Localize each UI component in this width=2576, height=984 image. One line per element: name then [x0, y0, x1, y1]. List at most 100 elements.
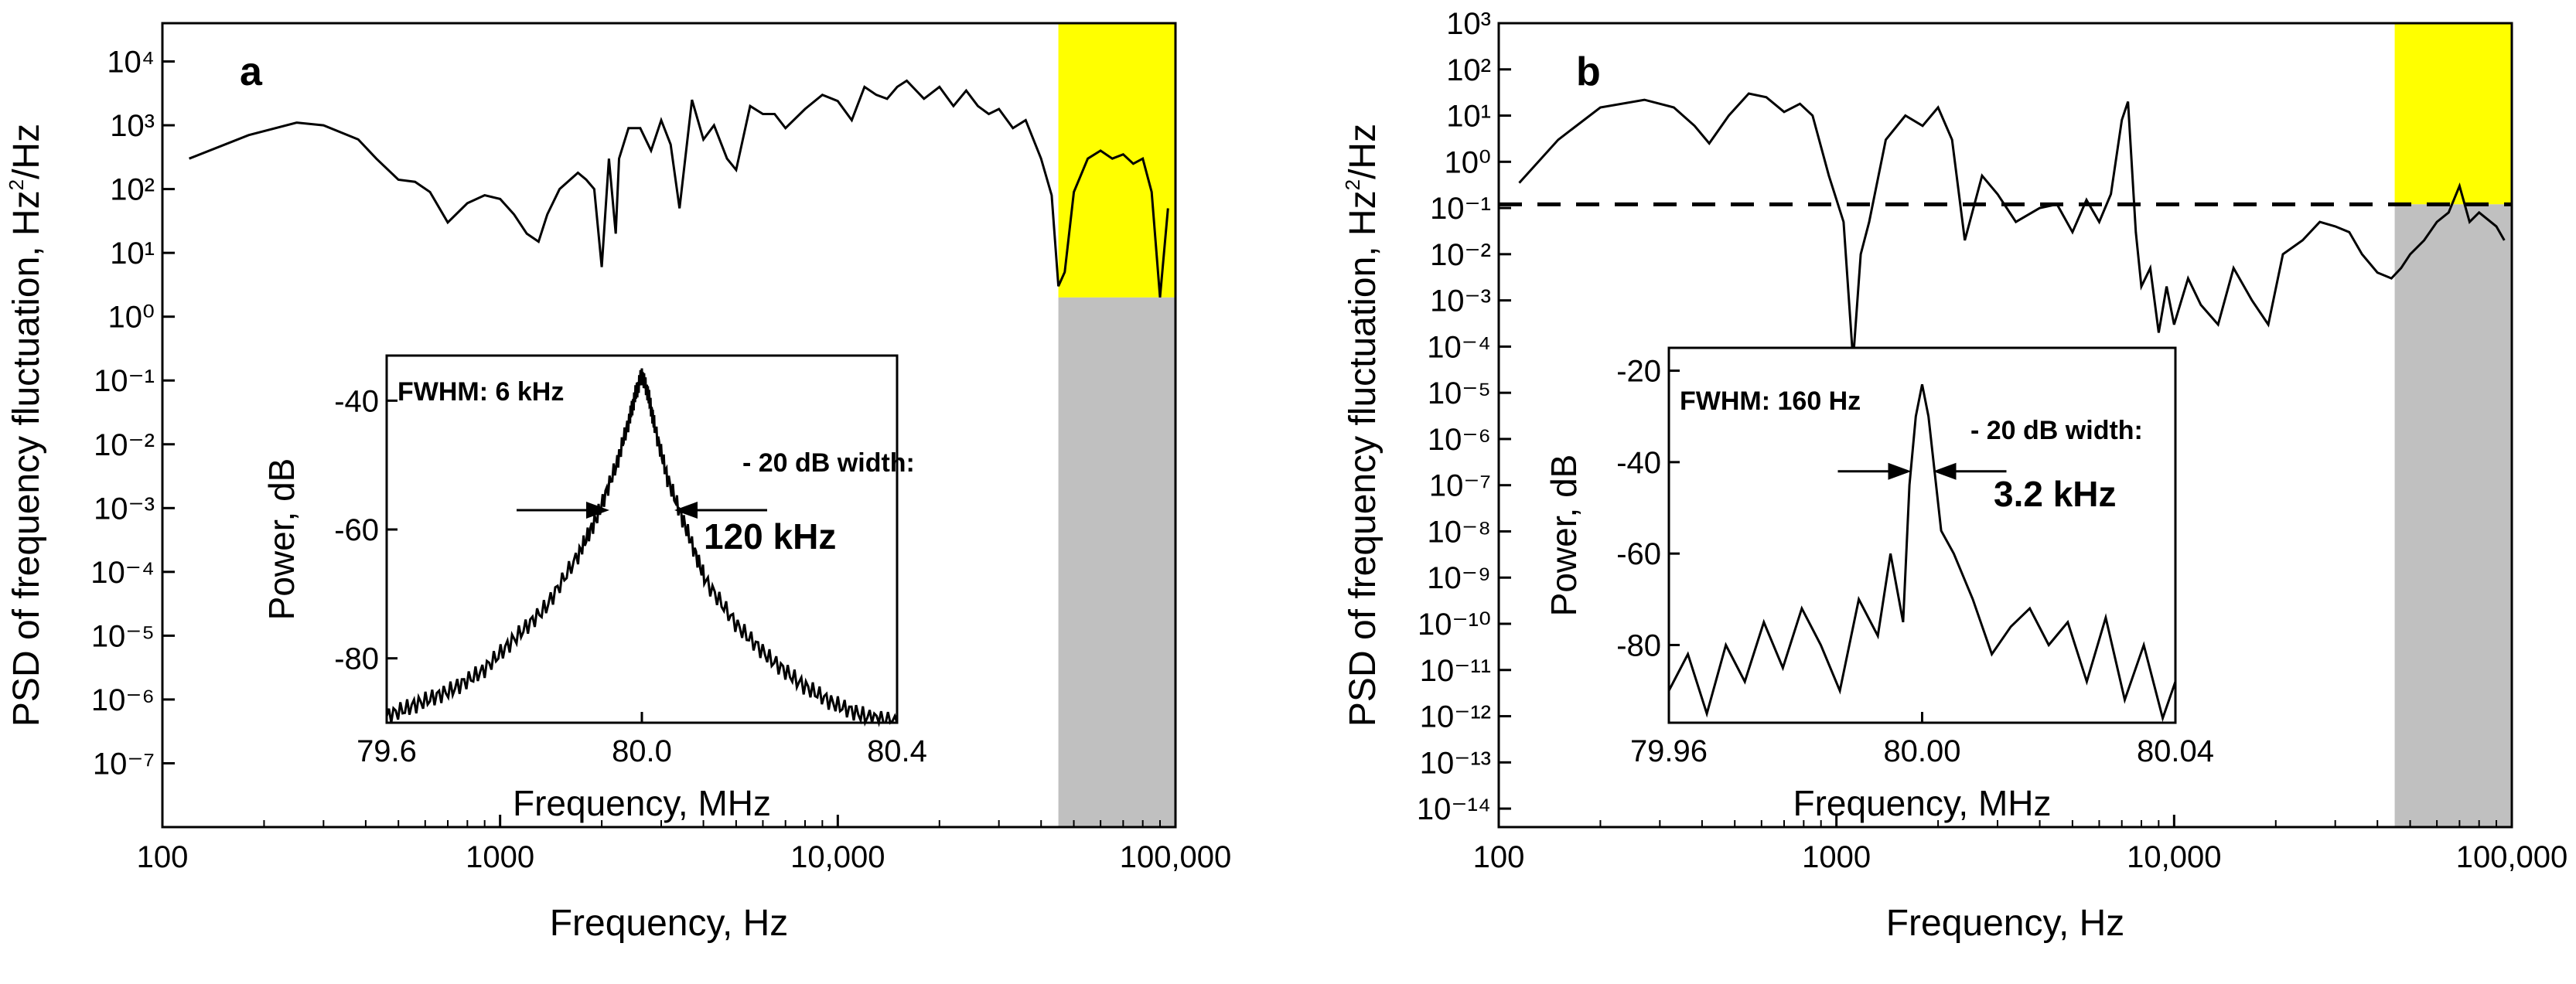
inset-y-ticks: -20 -40 -60 -80: [1616, 355, 1680, 662]
y-tick-label: 10⁻⁴: [90, 556, 155, 590]
y-axis-title-tail: /Hz: [1343, 124, 1384, 179]
y-axis-title-main: PSD of frequency fluctuation, Hz: [6, 190, 47, 727]
inset-x-ticks: 79.6 80.0 80.4: [357, 712, 927, 768]
inset-x-tick-label: 80.00: [1883, 734, 1960, 768]
inset-frame: [1667, 346, 2177, 724]
width-value: 120 kHz: [704, 516, 836, 557]
y-axis-title-tail: /Hz: [6, 124, 47, 179]
panel-b: 10⁻¹⁴ 10⁻¹³ 10⁻¹² 10⁻¹¹ 10⁻¹⁰ 10⁻⁹ 10⁻⁸ 10⁻⁷ 10⁻…: [1341, 7, 2567, 944]
inset-chart: -20 -40 -60 -80 79.96 80.00 80.04 FWHM: 160 H…: [1544, 346, 2214, 823]
inset-y-tick-label: -40: [1616, 446, 1661, 480]
inset-x-ticks: 79.96 80.00 80.04: [1630, 712, 2214, 768]
inset-x-tick-label: 80.0: [612, 734, 672, 768]
width-label: - 20 dB width:: [1970, 416, 2143, 445]
inset-series-line: [1667, 384, 2177, 723]
y-tick-label: 10⁻⁶: [91, 683, 155, 717]
y-tick-label: 10⁻²: [1430, 238, 1491, 272]
panel-letter: a: [240, 49, 263, 94]
shaded-region-lower: [2394, 204, 2512, 827]
y-tick-label: 10⁻²: [94, 428, 155, 462]
y-tick-label: 10⁻³: [1430, 284, 1491, 318]
x-tick-label: 100,000: [1120, 840, 1232, 874]
y-tick-label: 10¹: [1446, 100, 1491, 134]
inset-y-tick-label: -80: [334, 642, 379, 676]
y-axis-title: PSD of frequency fluctuation, Hz2/Hz: [5, 124, 47, 727]
shaded-region-upper: [2394, 23, 2512, 205]
x-tick-label: 10,000: [2127, 840, 2221, 874]
right-arrow-head: [1933, 462, 1957, 480]
inset-y-tick-label: -60: [1616, 537, 1661, 571]
x-ticks: 100 1000 10,000 100,000: [137, 815, 1232, 874]
y-ticks: 10⁻¹⁴ 10⁻¹³ 10⁻¹² 10⁻¹¹ 10⁻¹⁰ 10⁻⁹ 10⁻⁸ 10⁻⁷ 10⁻…: [1417, 7, 1511, 826]
y-ticks: 10⁻⁷ 10⁻⁶ 10⁻⁵ 10⁻⁴ 10⁻³ 10⁻² 10⁻¹ 10⁰ 10¹ 10² 10³…: [90, 46, 175, 781]
y-tick-label: 10⁻¹: [94, 364, 155, 398]
y-tick-label: 10⁻⁷: [93, 747, 155, 781]
inset-series-line: [385, 368, 899, 727]
y-tick-label: 10⁻⁶: [1428, 423, 1491, 457]
y-tick-label: 10⁴: [107, 46, 155, 80]
inset-background: [1669, 348, 2175, 723]
inset-y-tick-label: -60: [334, 513, 379, 547]
x-tick-label: 1000: [1802, 840, 1871, 874]
inset-y-tick-label: -20: [1616, 355, 1661, 389]
inset-frame: [385, 354, 899, 724]
width-arrows: [1837, 462, 2007, 480]
inset-y-tick-label: -80: [1616, 628, 1661, 662]
inset-y-tick-label: -40: [334, 384, 379, 418]
y-tick-label: 10⁻¹¹: [1420, 654, 1491, 688]
y-tick-label: 10⁻⁴: [1427, 330, 1491, 364]
shaded-region-lower: [1058, 297, 1175, 827]
panel-a: 10⁻⁷ 10⁻⁶ 10⁻⁵ 10⁻⁴ 10⁻³ 10⁻² 10⁻¹ 10⁰ 10¹ 10² 10³…: [5, 22, 1232, 944]
y-tick-label: 10⁻⁵: [1428, 376, 1491, 410]
inset-chart: -40 -60 -80 79.6 80.0 80.4 FWHM: 6 kHz - 20 …: [261, 354, 927, 823]
inset-x-tick-label: 80.04: [2137, 734, 2214, 768]
inset-y-axis-title: Power, dB: [261, 458, 302, 621]
inset-x-axis-title: Frequency, MHz: [1793, 783, 2051, 823]
inset-x-axis-title: Frequency, MHz: [513, 783, 771, 823]
fwhm-label: FWHM: 160 Hz: [1680, 386, 1861, 416]
x-tick-label: 1000: [466, 840, 534, 874]
x-ticks: 100 1000 10,000 100,000: [1473, 815, 2568, 874]
y-tick-label: 10²: [1446, 53, 1491, 87]
y-tick-label: 10¹: [110, 237, 155, 271]
panel-letter: b: [1576, 49, 1601, 94]
width-value: 3.2 kHz: [1994, 474, 2117, 514]
inset-x-tick-label: 79.6: [357, 734, 417, 768]
fwhm-label: FWHM: 6 kHz: [397, 377, 564, 407]
y-tick-label: 10⁻⁵: [91, 619, 155, 653]
y-tick-label: 10²: [110, 173, 155, 207]
plot-frame: [161, 22, 1177, 829]
width-label: - 20 dB width:: [742, 448, 915, 478]
y-tick-label: 10⁰: [1444, 145, 1491, 179]
x-tick-label: 10,000: [790, 840, 885, 874]
width-arrows: [517, 502, 767, 519]
x-axis-title: Frequency, Hz: [1886, 903, 2125, 944]
y-tick-label: 10⁻¹: [1430, 192, 1491, 226]
inset-y-axis-title: Power, dB: [1544, 455, 1584, 617]
y-axis-title-main: PSD of frequency fluctuation, Hz: [1343, 190, 1384, 727]
series-line: [1518, 92, 2506, 361]
x-tick-label: 100,000: [2456, 840, 2568, 874]
inset-x-tick-label: 79.96: [1630, 734, 1708, 768]
x-tick-label: 100: [137, 840, 189, 874]
y-tick-label: 10⁻¹²: [1420, 700, 1491, 734]
right-arrow-head: [674, 502, 698, 519]
inset-background: [387, 356, 897, 723]
left-arrow-head: [1888, 462, 1912, 480]
y-tick-label: 10⁻⁹: [1427, 561, 1491, 595]
y-axis-title: PSD of frequency fluctuation, Hz2/Hz: [1341, 124, 1384, 727]
y-tick-label: 10⁻¹⁰: [1418, 608, 1491, 642]
inset-x-tick-label: 80.4: [867, 734, 927, 768]
y-tick-label: 10⁻⁷: [1429, 469, 1491, 503]
y-tick-label: 10⁻¹³: [1420, 746, 1491, 780]
y-tick-label: 10⁻⁸: [1428, 515, 1491, 549]
left-arrow-head: [586, 502, 609, 519]
series-line: [189, 79, 1169, 298]
y-tick-label: 10³: [1446, 7, 1491, 41]
x-axis-title: Frequency, Hz: [550, 903, 789, 944]
y-tick-label: 10⁻¹⁴: [1417, 792, 1491, 826]
plot-frame: [1497, 22, 2513, 829]
y-axis-title-superscript: 2: [1341, 179, 1364, 190]
x-tick-label: 100: [1473, 840, 1525, 874]
